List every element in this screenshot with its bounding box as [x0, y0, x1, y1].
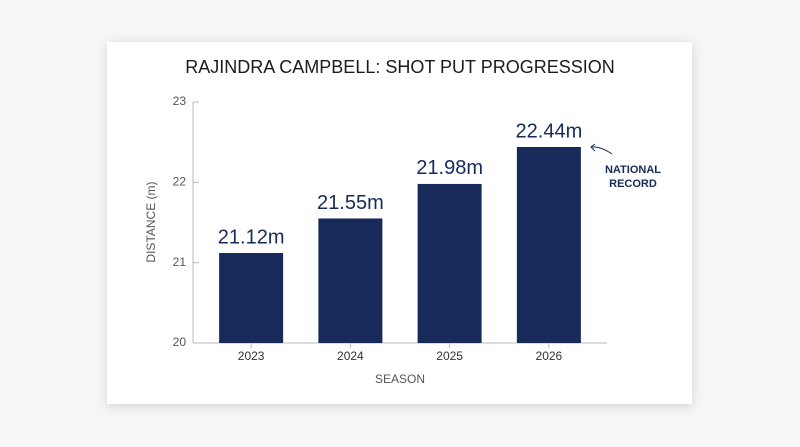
y-tick-label: 21 — [173, 255, 187, 269]
annotation-arrow — [590, 146, 613, 155]
bar — [318, 218, 383, 343]
value-label: 21.98m — [416, 157, 483, 179]
bar — [219, 253, 284, 343]
x-tick-label: 2026 — [536, 349, 563, 363]
chart-title: RAJINDRA CAMPBELL: SHOT PUT PROGRESSION — [185, 57, 614, 77]
annotation-arrowhead — [590, 143, 596, 152]
x-tick-label: 2025 — [436, 349, 463, 363]
y-tick-label: 22 — [173, 175, 187, 189]
value-label: 22.44m — [516, 120, 583, 142]
card — [107, 42, 692, 404]
x-axis-label: SEASON — [375, 372, 425, 386]
value-label: 21.12m — [218, 226, 285, 248]
value-label: 21.55m — [317, 192, 384, 214]
y-axis-label: DISTANCE (m) — [144, 181, 158, 262]
x-tick-label: 2024 — [337, 349, 364, 363]
y-tick-label: 23 — [173, 94, 187, 108]
bar — [417, 183, 482, 343]
bar — [516, 146, 581, 343]
x-tick-label: 2023 — [238, 349, 265, 363]
annotation: NATIONAL — [605, 164, 661, 176]
annotation: RECORD — [609, 178, 657, 190]
y-tick-label: 20 — [173, 335, 187, 349]
